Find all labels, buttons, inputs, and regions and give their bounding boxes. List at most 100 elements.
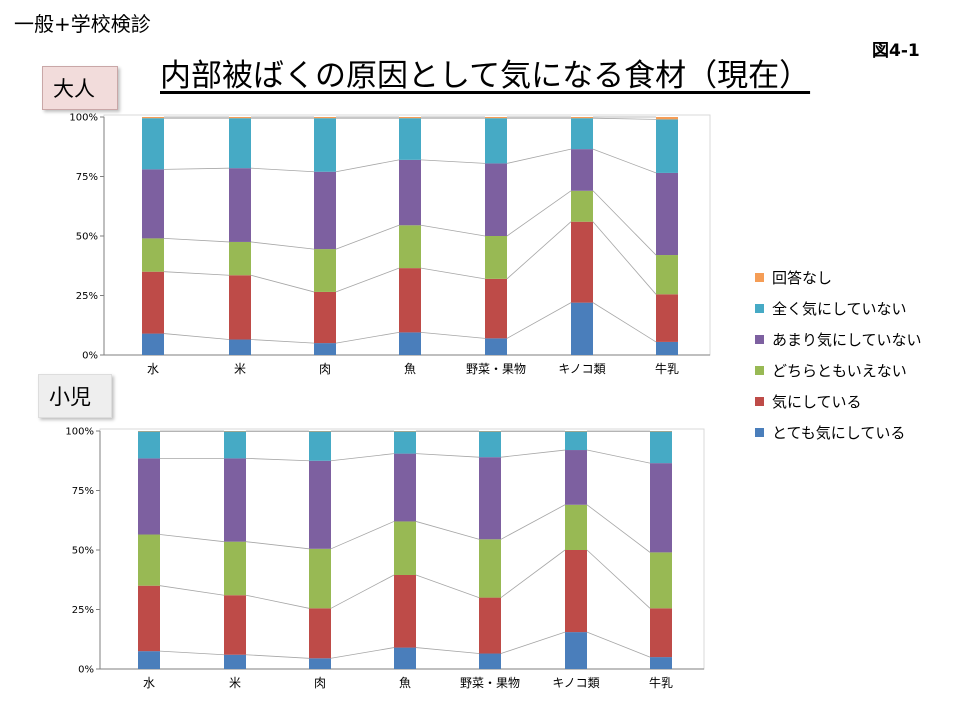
series-line bbox=[415, 574, 480, 598]
bar-segment-とても気にしている-牛乳 bbox=[656, 341, 678, 355]
bar-segment-回答なし-キノコ類 bbox=[571, 117, 593, 119]
bar-segment-気にしている-水 bbox=[138, 585, 160, 652]
bar-segment-回答なし-水 bbox=[142, 117, 164, 119]
bar-segment-あまり気にしていない-魚 bbox=[399, 159, 421, 226]
series-line bbox=[163, 271, 230, 276]
category-label: キノコ類 bbox=[558, 362, 605, 376]
legend-item: 気にしている bbox=[755, 386, 922, 417]
bar-segment-あまり気にしていない-米 bbox=[229, 168, 251, 242]
bar-segment-どちらともいえない-米 bbox=[229, 241, 251, 276]
bar-segment-どちらともいえない-魚 bbox=[394, 521, 416, 575]
category-label: 米 bbox=[229, 676, 241, 690]
bar-segment-とても気にしている-野菜・果物 bbox=[479, 653, 501, 669]
page-title: 内部被ばくの原因として気になる食材（現在） bbox=[160, 58, 811, 94]
legend-item: 回答なし bbox=[755, 262, 922, 293]
series-line bbox=[330, 647, 395, 659]
legend-label: 気にしている bbox=[772, 393, 862, 411]
bar-segment-とても気にしている-水 bbox=[138, 651, 160, 669]
bar-segment-全く気にしていない-魚 bbox=[399, 118, 421, 160]
bar-segment-回答なし-米 bbox=[229, 117, 251, 119]
category-label: 肉 bbox=[319, 362, 331, 376]
bar-segment-全く気にしていない-水 bbox=[142, 118, 164, 170]
bar-segment-あまり気にしていない-キノコ類 bbox=[571, 149, 593, 191]
series-line bbox=[335, 331, 400, 344]
bar-segment-回答なし-野菜・果物 bbox=[485, 117, 507, 119]
category-label: 魚 bbox=[404, 362, 416, 376]
series-line bbox=[592, 302, 657, 343]
series-line bbox=[586, 549, 651, 609]
legend-swatch bbox=[755, 366, 764, 375]
chart-legend: 回答なし 全く気にしていない あまり気にしていない どちらともいえない 気にしている とて… bbox=[755, 262, 922, 448]
bar-segment-気にしている-肉 bbox=[314, 291, 336, 344]
series-line bbox=[245, 541, 310, 550]
category-label: 米 bbox=[234, 362, 246, 376]
legend-swatch bbox=[755, 273, 764, 282]
bar-segment-気にしている-牛乳 bbox=[656, 294, 678, 342]
bar-segment-あまり気にしていない-水 bbox=[138, 458, 160, 535]
survey-group-label: 一般+学校検診 bbox=[14, 12, 151, 36]
series-line bbox=[159, 534, 225, 543]
y-tick-label: 75% bbox=[72, 486, 94, 497]
series-line bbox=[159, 650, 225, 656]
series-line bbox=[163, 167, 230, 170]
bar-segment-あまり気にしていない-魚 bbox=[394, 453, 416, 522]
bar-segment-とても気にしている-米 bbox=[224, 654, 246, 669]
bar-segment-あまり気にしていない-水 bbox=[142, 169, 164, 239]
series-line bbox=[163, 333, 230, 340]
category-label: 牛乳 bbox=[655, 361, 679, 376]
series-line bbox=[592, 190, 657, 256]
bar-segment-全く気にしていない-米 bbox=[224, 431, 246, 459]
bar-segment-気にしている-野菜・果物 bbox=[479, 597, 501, 654]
legend-swatch bbox=[755, 397, 764, 406]
bar-segment-回答なし-魚 bbox=[399, 117, 421, 119]
series-line bbox=[159, 585, 225, 596]
bar-segment-とても気にしている-魚 bbox=[399, 332, 421, 355]
legend-label: とても気にしている bbox=[772, 424, 906, 442]
bar-segment-あまり気にしていない-牛乳 bbox=[650, 463, 672, 553]
series-line bbox=[506, 302, 572, 339]
bar-segment-気にしている-キノコ類 bbox=[571, 221, 593, 303]
series-line bbox=[506, 148, 572, 164]
legend-swatch bbox=[755, 428, 764, 437]
series-line bbox=[250, 241, 315, 250]
category-label: 野菜・果物 bbox=[466, 362, 526, 376]
series-line bbox=[335, 224, 400, 250]
bar-segment-全く気にしていない-キノコ類 bbox=[565, 431, 587, 451]
bar-segment-あまり気にしていない-キノコ類 bbox=[565, 450, 587, 505]
figure-number: 図4-1 bbox=[872, 41, 920, 61]
bar-segment-全く気にしていない-キノコ類 bbox=[571, 118, 593, 150]
bar-segment-気にしている-肉 bbox=[309, 608, 331, 659]
bar-segment-全く気にしていない-肉 bbox=[314, 118, 336, 172]
y-tick-label: 50% bbox=[72, 546, 94, 557]
bar-segment-気にしている-キノコ類 bbox=[565, 550, 587, 633]
bar-segment-どちらともいえない-キノコ類 bbox=[565, 504, 587, 550]
bar-segment-全く気にしていない-牛乳 bbox=[650, 431, 672, 464]
y-tick-label: 25% bbox=[72, 605, 94, 616]
series-line bbox=[586, 631, 651, 658]
bar-segment-全く気にしていない-牛乳 bbox=[656, 119, 678, 173]
bar-segment-どちらともいえない-米 bbox=[224, 541, 246, 596]
legend-label: あまり気にしていない bbox=[772, 331, 922, 349]
series-line bbox=[586, 504, 651, 553]
bar-segment-全く気にしていない-米 bbox=[229, 118, 251, 169]
bar-segment-どちらともいえない-野菜・果物 bbox=[479, 539, 501, 598]
bar-segment-どちらともいえない-肉 bbox=[309, 548, 331, 609]
series-line bbox=[330, 574, 395, 609]
series-line bbox=[500, 449, 566, 458]
bar-segment-回答なし-肉 bbox=[314, 117, 336, 119]
bar-segment-あまり気にしていない-肉 bbox=[314, 171, 336, 250]
category-label: 牛乳 bbox=[649, 675, 673, 690]
y-tick-label: 100% bbox=[65, 427, 94, 438]
series-line bbox=[330, 521, 395, 550]
bar-segment-回答なし-牛乳 bbox=[656, 117, 678, 120]
bar-segment-気にしている-魚 bbox=[399, 268, 421, 333]
series-line bbox=[592, 221, 657, 295]
series-line bbox=[245, 594, 310, 609]
legend-item: どちらともいえない bbox=[755, 355, 922, 386]
category-label: 水 bbox=[147, 362, 159, 376]
legend-swatch bbox=[755, 335, 764, 344]
bar-segment-どちらともいえない-肉 bbox=[314, 249, 336, 292]
series-line bbox=[163, 237, 230, 243]
series-line bbox=[415, 521, 480, 540]
